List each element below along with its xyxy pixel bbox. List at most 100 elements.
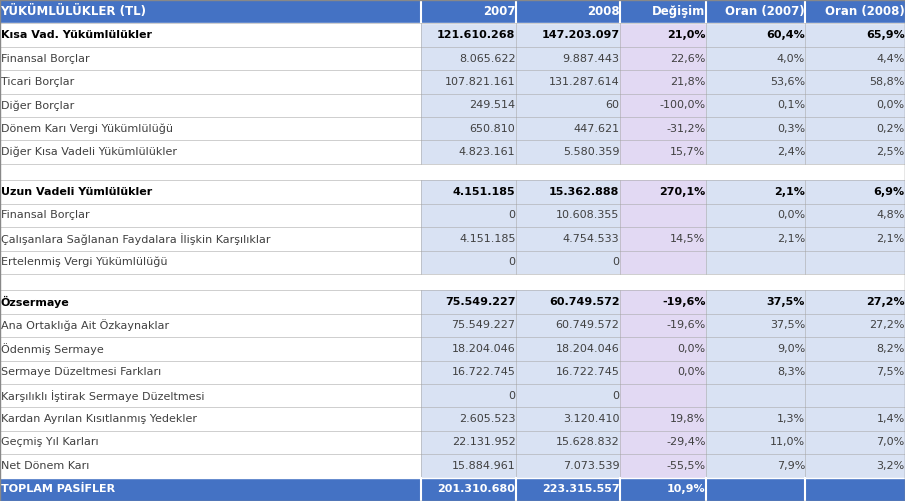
Text: 9.887.443: 9.887.443 (563, 54, 620, 64)
Bar (805, 361, 905, 384)
Bar (706, 204, 805, 227)
Bar (620, 94, 706, 117)
Bar (706, 227, 805, 250)
Text: 2,1%: 2,1% (876, 234, 905, 244)
Text: 10,9%: 10,9% (667, 484, 706, 494)
Bar (421, 384, 516, 407)
Bar (706, 454, 805, 477)
Text: 8,3%: 8,3% (776, 367, 805, 377)
Bar (620, 337, 706, 361)
Bar (0, 477, 905, 501)
Text: 75.549.227: 75.549.227 (445, 297, 516, 307)
Text: 3.120.410: 3.120.410 (563, 414, 620, 424)
Text: Çalışanlara Sağlanan Faydalara İlişkin Karşılıklar: Çalışanlara Sağlanan Faydalara İlişkin K… (1, 233, 270, 245)
Text: -100,0%: -100,0% (660, 100, 706, 110)
Bar (620, 407, 706, 431)
Bar (706, 314, 805, 337)
Bar (805, 290, 905, 314)
Text: 107.821.161: 107.821.161 (445, 77, 516, 87)
Bar (0, 431, 421, 454)
Bar (516, 384, 620, 407)
Bar (421, 94, 516, 117)
Text: 8.065.622: 8.065.622 (459, 54, 516, 64)
Bar (706, 407, 805, 431)
Text: Kardan Ayrılan Kısıtlanmış Yedekler: Kardan Ayrılan Kısıtlanmış Yedekler (1, 414, 196, 424)
Text: 4.151.185: 4.151.185 (459, 234, 516, 244)
Text: 0: 0 (613, 391, 620, 401)
Text: 10.608.355: 10.608.355 (557, 210, 620, 220)
Bar (805, 47, 905, 70)
Text: Ticari Borçlar: Ticari Borçlar (1, 77, 74, 87)
Text: 14,5%: 14,5% (671, 234, 706, 244)
Bar (0, 180, 421, 204)
Bar (516, 180, 620, 204)
Text: -19,6%: -19,6% (666, 321, 706, 331)
Bar (421, 164, 516, 180)
Text: 60: 60 (605, 100, 620, 110)
Text: 7.073.539: 7.073.539 (563, 461, 620, 471)
Text: Oran (2007): Oran (2007) (726, 5, 805, 18)
Text: TOPLAM PASİFLER: TOPLAM PASİFLER (1, 484, 115, 494)
Text: 15,7%: 15,7% (671, 147, 706, 157)
Bar (805, 384, 905, 407)
Text: 2008: 2008 (587, 5, 620, 18)
Bar (421, 204, 516, 227)
Bar (421, 361, 516, 384)
Text: -55,5%: -55,5% (666, 461, 706, 471)
Bar (805, 250, 905, 274)
Text: Finansal Borçlar: Finansal Borçlar (1, 210, 90, 220)
Text: 447.621: 447.621 (574, 124, 620, 134)
Bar (516, 314, 620, 337)
Text: 22,6%: 22,6% (670, 54, 706, 64)
Text: -29,4%: -29,4% (666, 437, 706, 447)
Bar (0, 227, 421, 250)
Bar (805, 24, 905, 47)
Text: 16.722.745: 16.722.745 (452, 367, 516, 377)
Bar (421, 454, 516, 477)
Bar (516, 117, 620, 140)
Text: Net Dönem Karı: Net Dönem Karı (1, 461, 89, 471)
Text: 650.810: 650.810 (470, 124, 516, 134)
Bar (620, 140, 706, 164)
Bar (620, 164, 706, 180)
Bar (0, 274, 421, 290)
Text: 65,9%: 65,9% (866, 30, 905, 40)
Text: 0,0%: 0,0% (677, 367, 706, 377)
Text: 37,5%: 37,5% (770, 321, 805, 331)
Bar (0, 290, 421, 314)
Bar (0, 0, 905, 24)
Text: 7,0%: 7,0% (876, 437, 905, 447)
Bar (516, 274, 620, 290)
Text: 8,2%: 8,2% (876, 344, 905, 354)
Text: Oran (2008): Oran (2008) (824, 5, 905, 18)
Text: 0: 0 (509, 257, 516, 267)
Text: 15.362.888: 15.362.888 (549, 187, 620, 197)
Text: Değişim: Değişim (653, 5, 706, 18)
Bar (421, 117, 516, 140)
Text: 3,2%: 3,2% (876, 461, 905, 471)
Text: 0,0%: 0,0% (776, 210, 805, 220)
Text: 21,0%: 21,0% (667, 30, 706, 40)
Text: 6,9%: 6,9% (873, 187, 905, 197)
Text: 0: 0 (509, 391, 516, 401)
Bar (0, 314, 421, 337)
Bar (805, 204, 905, 227)
Bar (0, 70, 421, 94)
Bar (421, 314, 516, 337)
Bar (706, 117, 805, 140)
Bar (620, 117, 706, 140)
Text: -31,2%: -31,2% (666, 124, 706, 134)
Bar (620, 361, 706, 384)
Text: 201.310.680: 201.310.680 (438, 484, 516, 494)
Text: Diğer Borçlar: Diğer Borçlar (1, 100, 74, 111)
Bar (516, 94, 620, 117)
Text: Geçmiş Yıl Karları: Geçmiş Yıl Karları (1, 437, 99, 447)
Bar (516, 337, 620, 361)
Bar (421, 337, 516, 361)
Text: Uzun Vadeli Yümlülükler: Uzun Vadeli Yümlülükler (1, 187, 152, 197)
Bar (805, 314, 905, 337)
Bar (620, 180, 706, 204)
Bar (421, 47, 516, 70)
Bar (706, 24, 805, 47)
Bar (516, 164, 620, 180)
